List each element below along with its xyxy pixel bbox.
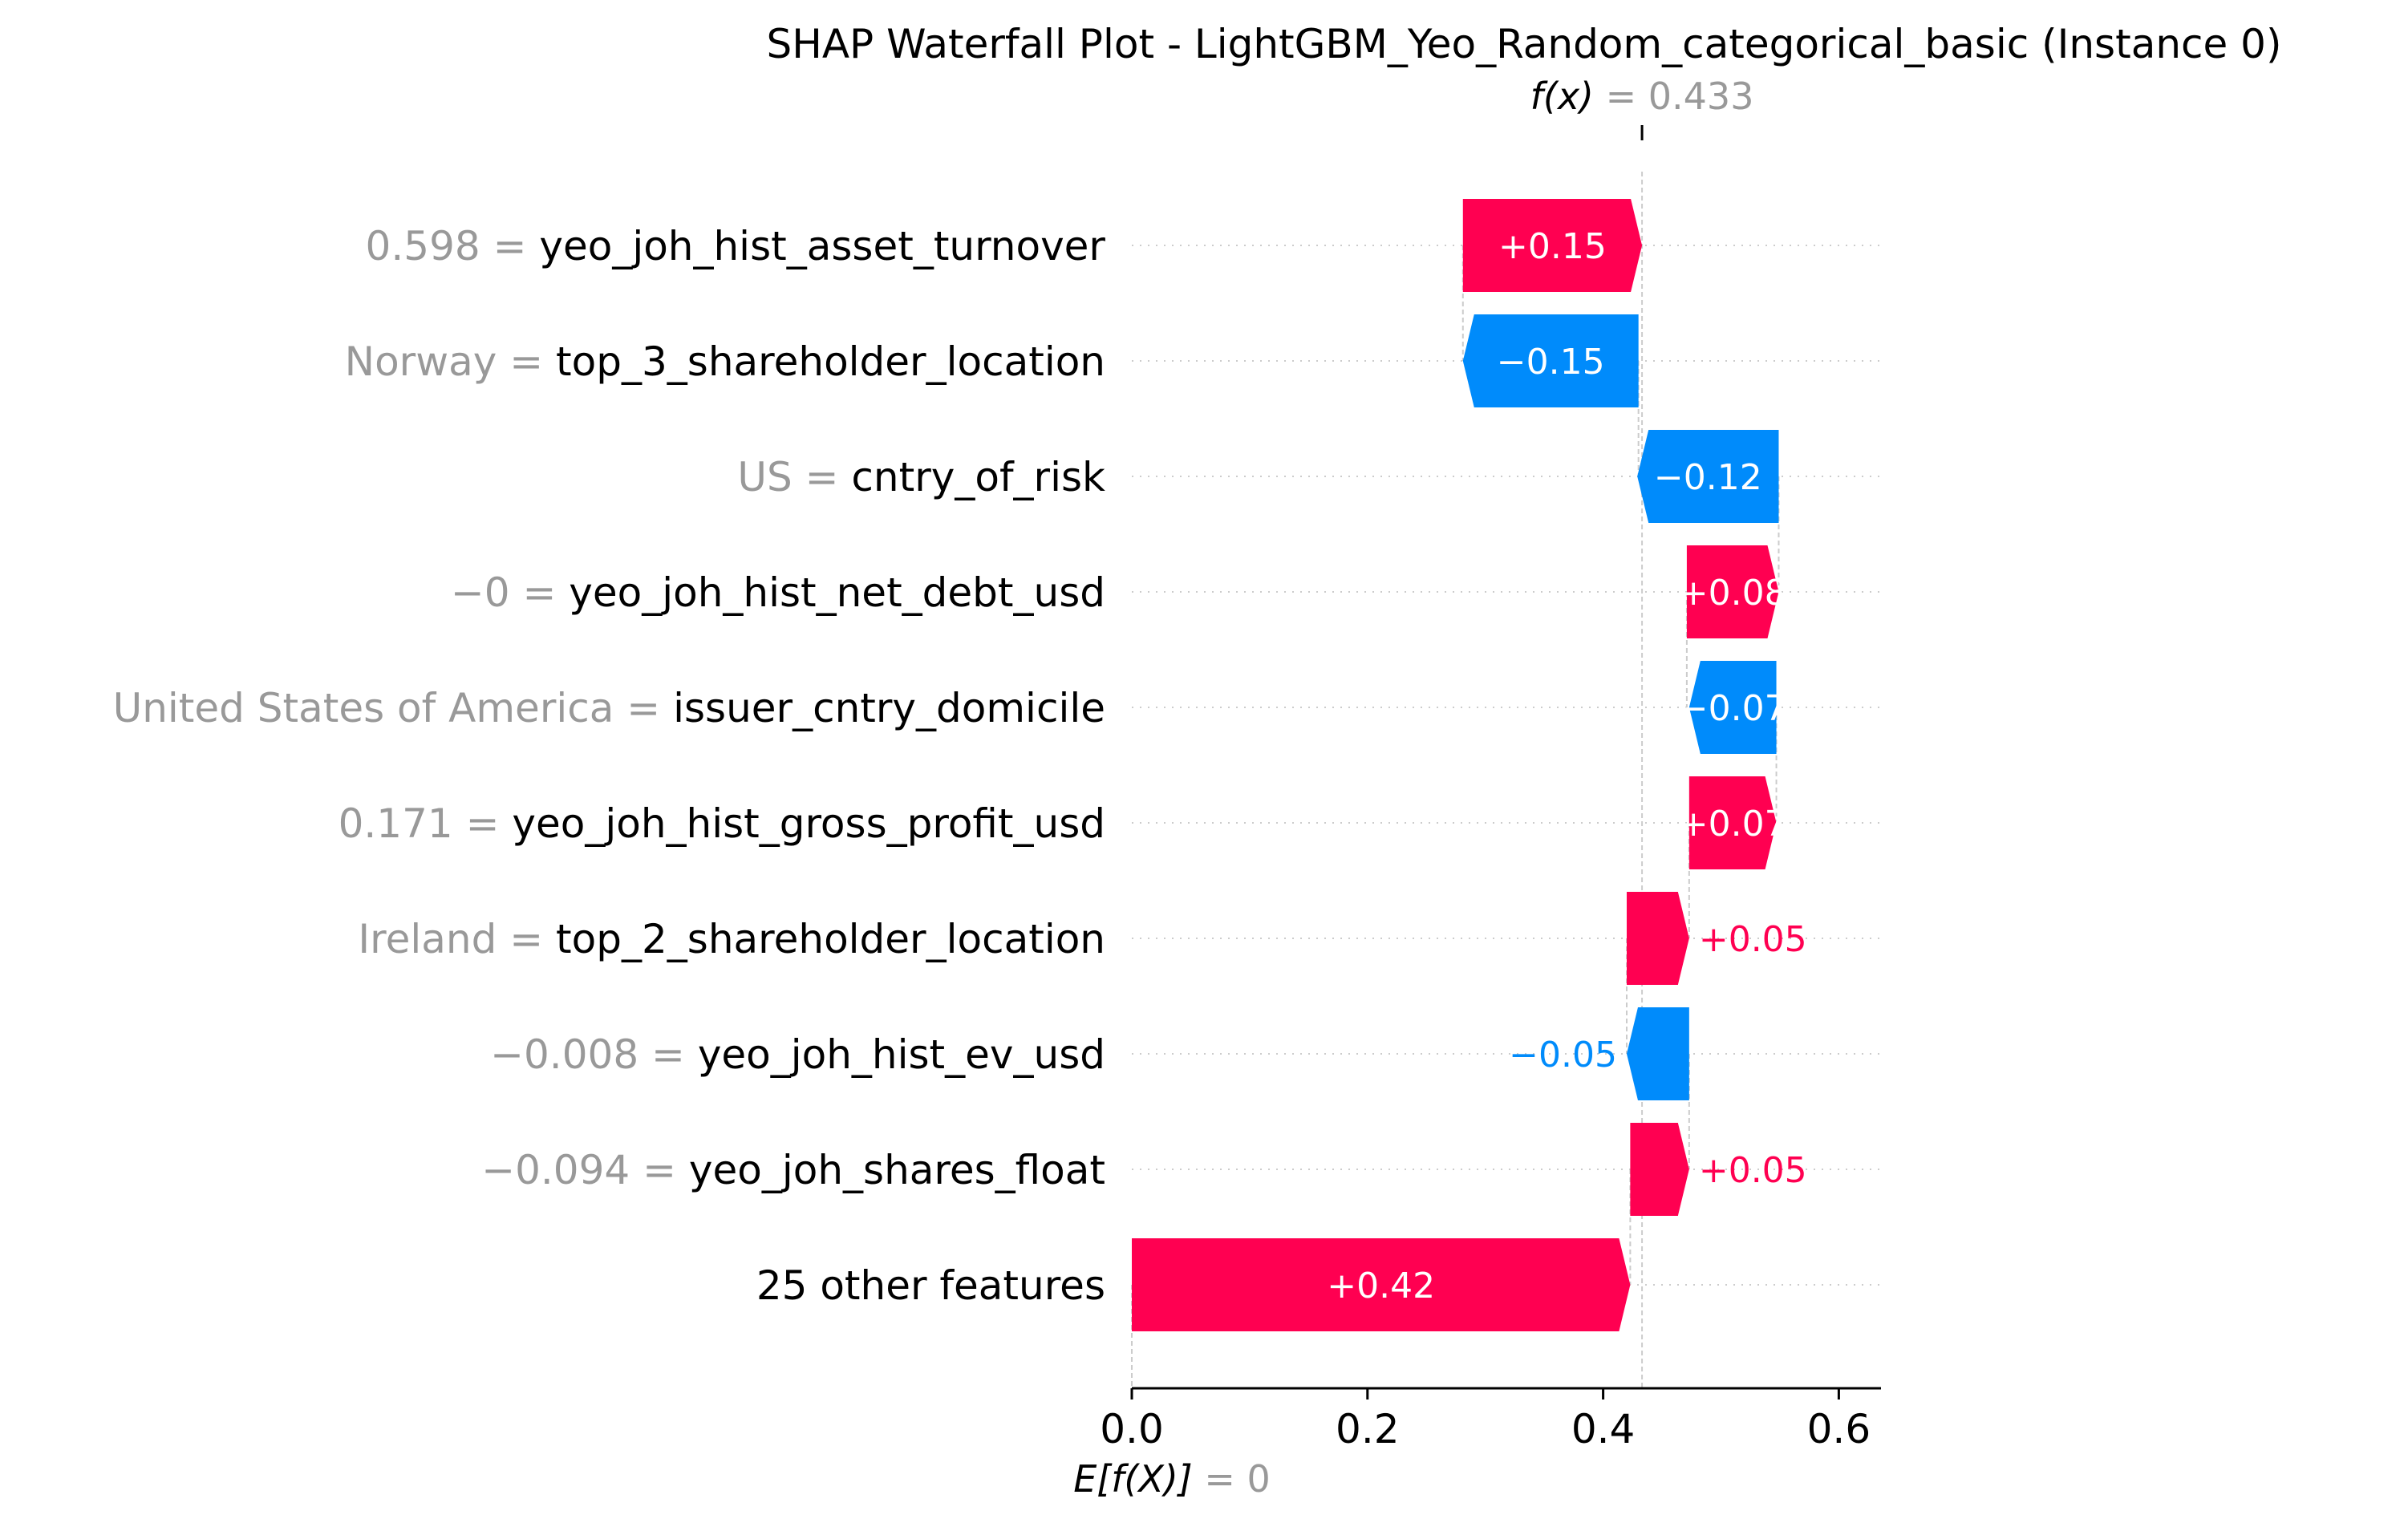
shap-bar xyxy=(1686,545,1779,638)
feature-name: cntry_of_risk xyxy=(851,454,1105,500)
feature-name: 25 other features xyxy=(756,1262,1105,1309)
feature-label: 0.171 = yeo_joh_hist_gross_profit_usd xyxy=(338,800,1105,847)
feature-label: −0.008 = yeo_joh_hist_ev_usd xyxy=(490,1031,1105,1078)
feature-name: yeo_joh_hist_gross_profit_usd xyxy=(512,800,1105,847)
feature-label: Norway = top_3_shareholder_location xyxy=(345,338,1105,385)
chart-title: SHAP Waterfall Plot - LightGBM_Yeo_Rando… xyxy=(767,21,2282,67)
feature-value: United States of America = xyxy=(113,685,674,731)
x-tick-label: 0.0 xyxy=(1100,1406,1164,1452)
bar-value-label: +0.05 xyxy=(1699,919,1807,960)
feature-label: 0.598 = yeo_joh_hist_asset_turnover xyxy=(366,223,1106,269)
bar-value-label: +0.42 xyxy=(1327,1266,1435,1306)
feature-label: Ireland = top_2_shareholder_location xyxy=(358,916,1105,962)
feature-value: US = xyxy=(737,454,851,500)
shap-bar xyxy=(1688,661,1777,754)
shap-bar xyxy=(1462,314,1639,407)
connector-guides xyxy=(1131,172,1780,1388)
feature-name: yeo_joh_hist_ev_usd xyxy=(698,1031,1105,1078)
bar-value-label: −0.15 xyxy=(1497,342,1605,383)
bar-value-label: −0.07 xyxy=(1679,688,1787,729)
x-tick-label: 0.2 xyxy=(1336,1406,1400,1452)
feature-name: issuer_cntry_domicile xyxy=(673,685,1105,731)
shap-bar xyxy=(1637,430,1779,523)
feature-name: top_3_shareholder_location xyxy=(556,338,1105,385)
feature-label: −0.094 = yeo_joh_shares_float xyxy=(481,1147,1105,1193)
fx-annotations: f(x) = 0.433 E[f(X)] = 0 xyxy=(1073,75,1753,1501)
bar-value-label: −0.05 xyxy=(1509,1035,1617,1075)
feature-label: US = cntry_of_risk xyxy=(737,454,1105,500)
feature-labels: 0.598 = yeo_joh_hist_asset_turnover Norwa… xyxy=(113,223,1106,1309)
shap-bar xyxy=(1132,1238,1631,1331)
feature-value: 0.598 = xyxy=(366,223,540,269)
x-tick-label: 0.6 xyxy=(1807,1406,1871,1452)
bars: +0.15 −0.15 −0.12 +0.08 −0.07 +0.07 +0.05 −0.05… xyxy=(1132,199,1807,1331)
shap-bar xyxy=(1630,1123,1689,1216)
feature-label: United States of America = issuer_cntry_… xyxy=(113,685,1105,731)
shap-bar xyxy=(1462,199,1643,292)
feature-label: −0 = yeo_joh_hist_net_debt_usd xyxy=(451,569,1105,616)
expected-value-label: E[f(X)] = 0 xyxy=(1073,1457,1271,1501)
bar-value-label: +0.15 xyxy=(1498,226,1607,267)
feature-value: −0 = xyxy=(451,569,569,616)
feature-value: 0.171 = xyxy=(338,800,513,847)
feature-value: −0.008 = xyxy=(490,1031,698,1078)
bar-value-label: +0.07 xyxy=(1679,804,1787,845)
shap-bar xyxy=(1626,892,1689,985)
shap-bar xyxy=(1626,1007,1689,1100)
feature-name: yeo_joh_shares_float xyxy=(689,1147,1105,1193)
bar-value-label: +0.08 xyxy=(1679,573,1787,614)
x-axis: 0.0 0.2 0.4 0.6 xyxy=(1100,1387,1881,1452)
feature-value: −0.094 = xyxy=(481,1147,689,1193)
feature-name: yeo_joh_hist_net_debt_usd xyxy=(569,569,1105,616)
feature-value: Ireland = xyxy=(358,916,556,962)
feature-name: top_2_shareholder_location xyxy=(556,916,1105,962)
feature-label: 25 other features xyxy=(756,1262,1105,1309)
x-tick-label: 0.4 xyxy=(1571,1406,1636,1452)
fx-label: f(x) = 0.433 xyxy=(1530,75,1754,118)
bar-value-label: −0.12 xyxy=(1654,457,1762,498)
bar-value-label: +0.05 xyxy=(1699,1150,1807,1191)
feature-value: Norway = xyxy=(345,338,556,385)
feature-name: yeo_joh_hist_asset_turnover xyxy=(539,223,1105,269)
shap-bar xyxy=(1688,776,1777,869)
